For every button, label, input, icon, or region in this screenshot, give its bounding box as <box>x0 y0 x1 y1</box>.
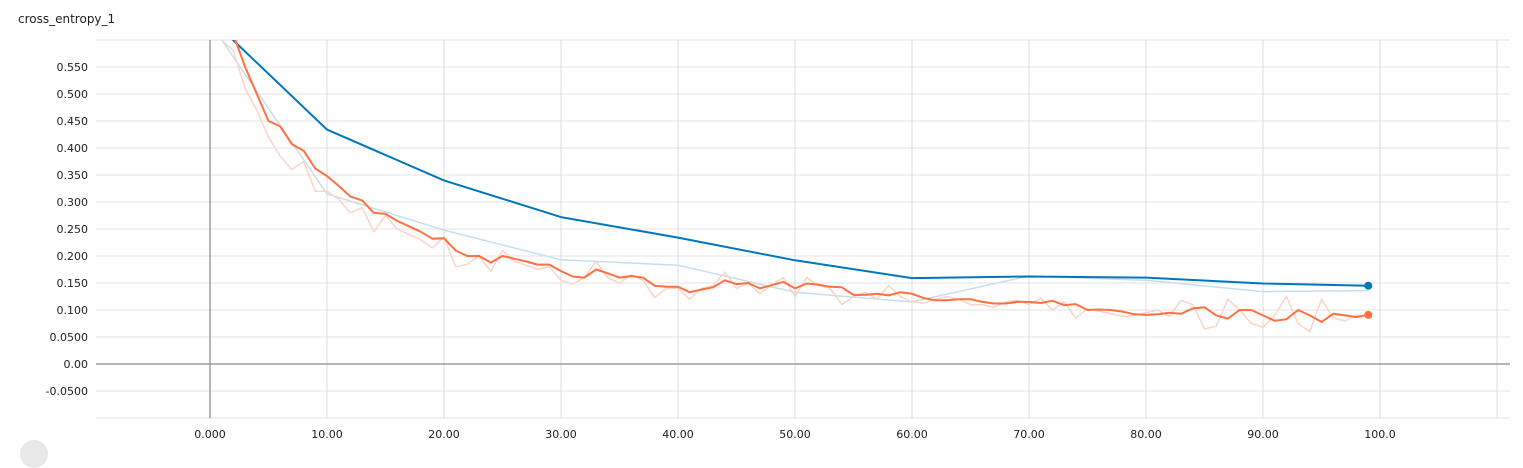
series-2-raw-line <box>221 40 1369 333</box>
y-tick-label: 0.450 <box>57 115 89 128</box>
x-tick-label: 0.000 <box>194 428 226 441</box>
y-tick-label: 0.100 <box>57 304 89 317</box>
x-tick-label: 10.00 <box>311 428 343 441</box>
y-tick-label: 0.00 <box>64 358 89 371</box>
y-tick-label: 0.350 <box>57 169 89 182</box>
series-1-end-point <box>1364 281 1373 290</box>
y-tick-label: 0.0500 <box>50 331 89 344</box>
series-2-end-point <box>1364 310 1373 319</box>
y-tick-label: 0.150 <box>57 277 89 290</box>
x-tick-label: 70.00 <box>1013 428 1045 441</box>
line-chart: -0.0500 0.00 0.0500 0.100 0.150 0.200 0.250 0.3… <box>46 39 1510 441</box>
series-1-raw-line <box>221 40 1369 303</box>
x-tick-label: 30.00 <box>545 428 577 441</box>
y-tick-label: 0.250 <box>57 223 89 236</box>
series-1-smoothed-line <box>231 40 1369 287</box>
x-tick-label: 20.00 <box>428 428 460 441</box>
x-tick-label: 90.00 <box>1247 428 1279 441</box>
x-tick-label: 50.00 <box>779 428 811 441</box>
axes <box>96 40 1510 418</box>
y-tick-label: 0.500 <box>57 88 89 101</box>
tick-labels: -0.0500 0.00 0.0500 0.100 0.150 0.200 0.250 0.3… <box>46 61 1396 441</box>
chart-toolbar-button[interactable] <box>20 440 48 468</box>
x-tick-label: 80.00 <box>1130 428 1162 441</box>
y-tick-label: 0.400 <box>57 142 89 155</box>
y-tick-label: 0.550 <box>57 61 89 74</box>
series-layer <box>221 40 1369 333</box>
series-2-smoothed-line <box>234 40 1369 323</box>
x-tick-label: 100.0 <box>1364 428 1396 441</box>
grid <box>96 39 1510 419</box>
x-tick-label: 60.00 <box>896 428 928 441</box>
x-tick-label: 40.00 <box>662 428 694 441</box>
y-tick-label: 0.200 <box>57 250 89 263</box>
y-tick-label: 0.300 <box>57 196 89 209</box>
chart-title: cross_entropy_1 <box>18 12 116 26</box>
y-tick-label: -0.0500 <box>46 385 88 398</box>
